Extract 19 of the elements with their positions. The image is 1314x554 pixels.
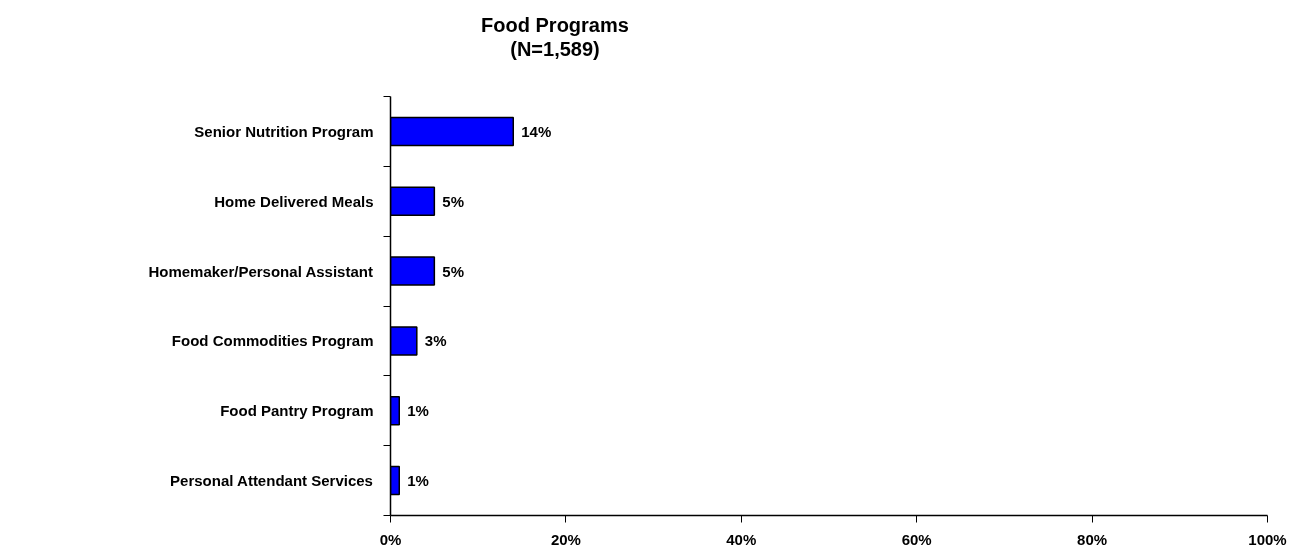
data-label: 1% — [407, 402, 429, 420]
data-label: 3% — [424, 332, 447, 350]
x-tick-label: 100% — [1248, 530, 1287, 548]
y-tick-label: Personal Attendant Services — [170, 472, 373, 490]
data-label: 14% — [521, 122, 552, 140]
data-label: 1% — [407, 472, 429, 490]
x-tick-label: 40% — [726, 530, 757, 548]
x-tick-label: 0% — [379, 530, 402, 548]
y-tick-label: Senior Nutrition Program — [194, 122, 374, 140]
y-tick-label: Homemaker/Personal Assistant — [148, 262, 373, 280]
data-label: 5% — [442, 192, 465, 210]
x-tick-label: 60% — [901, 530, 932, 548]
x-tick-label: 80% — [1077, 530, 1108, 548]
chart-title: Food Programs (N=1,589) — [481, 13, 629, 61]
y-tick-label: Food Pantry Program — [220, 402, 374, 420]
x-tick-label: 20% — [550, 530, 581, 548]
y-tick-label: Food Commodities Program — [171, 332, 374, 350]
y-tick-label: Home Delivered Meals — [214, 192, 374, 210]
data-label: 5% — [442, 262, 465, 280]
